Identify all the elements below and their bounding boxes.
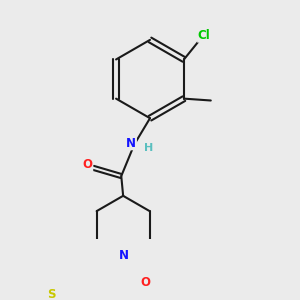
Text: Cl: Cl [198,29,210,42]
Text: N: N [119,249,129,262]
Text: N: N [126,137,136,150]
Text: O: O [140,276,150,289]
Text: H: H [144,143,153,153]
Text: O: O [83,158,93,171]
Text: S: S [47,288,55,300]
